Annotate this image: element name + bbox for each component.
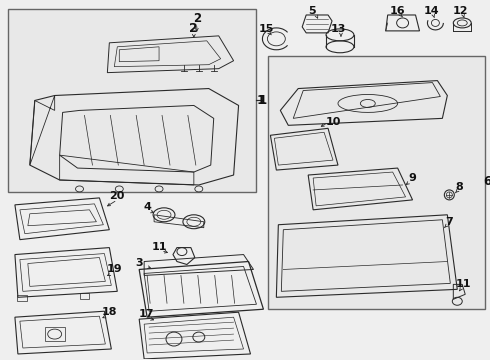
- Text: 16: 16: [390, 6, 405, 16]
- Text: 2: 2: [190, 22, 198, 35]
- Text: 3: 3: [135, 257, 143, 267]
- Text: 5: 5: [308, 6, 316, 16]
- Text: 17: 17: [138, 309, 154, 319]
- Text: 9: 9: [409, 173, 416, 183]
- Text: 13: 13: [330, 24, 345, 34]
- Text: 11: 11: [151, 242, 167, 252]
- Text: 19: 19: [106, 265, 122, 274]
- Text: 20: 20: [110, 191, 125, 201]
- Bar: [269, 56, 485, 309]
- Text: 7: 7: [445, 217, 453, 227]
- Text: 18: 18: [101, 307, 117, 317]
- Bar: [45, 327, 65, 341]
- Text: 11: 11: [456, 279, 471, 289]
- Text: 12: 12: [452, 6, 468, 16]
- Bar: [17, 295, 27, 301]
- Text: 1: 1: [256, 94, 265, 107]
- Text: 10: 10: [325, 117, 341, 127]
- Bar: [79, 293, 90, 299]
- Text: 1: 1: [258, 94, 267, 107]
- Bar: [8, 9, 256, 192]
- Text: 4: 4: [143, 202, 151, 212]
- Text: 6: 6: [483, 175, 490, 189]
- Text: 2: 2: [193, 13, 201, 26]
- Text: 8: 8: [455, 182, 463, 192]
- Text: 15: 15: [259, 24, 274, 34]
- Text: 14: 14: [424, 6, 439, 16]
